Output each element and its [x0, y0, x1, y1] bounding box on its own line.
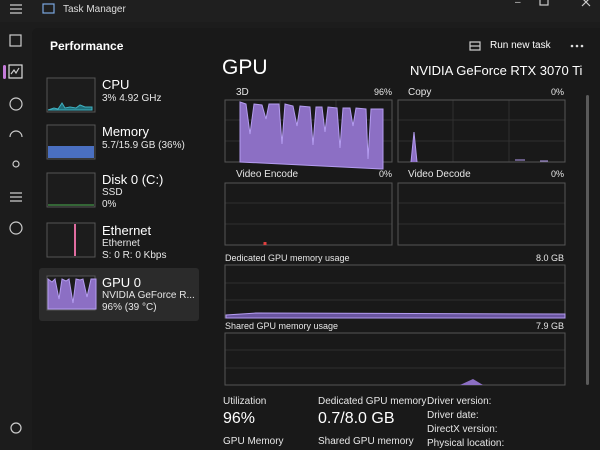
graph-grid — [225, 202, 565, 369]
graph-label: 3D — [236, 87, 249, 98]
graph-value: 0% — [550, 169, 564, 179]
memory-spark — [48, 146, 94, 158]
title-bar — [0, 0, 600, 22]
stat-label: GPU Memory — [223, 436, 284, 447]
main-title: GPU — [222, 56, 268, 79]
device-name: NVIDIA GeForce RTX 3070 Ti — [410, 63, 583, 78]
nav-users[interactable] — [12, 160, 20, 168]
graph-value: 96% — [373, 87, 392, 97]
graph-copy — [397, 99, 566, 163]
item-name[interactable]: CPU — [102, 77, 130, 92]
content — [32, 28, 600, 450]
stat-value: 0.7/8.0 GB — [318, 410, 395, 427]
item-name[interactable]: GPU 0 — [102, 275, 142, 290]
maximize[interactable] — [539, 0, 549, 6]
graph-value: 8.0 GB — [535, 253, 564, 263]
driver-label: Driver version: — [427, 396, 492, 407]
item-detail: 96% (39 °C) — [102, 302, 157, 313]
close[interactable] — [581, 0, 591, 7]
cpu-thumb — [46, 77, 96, 113]
scrollbar[interactable] — [586, 95, 589, 385]
stat-label: Dedicated GPU memory — [318, 396, 427, 407]
window-title: Task Manager — [63, 4, 126, 15]
ethernet-thumb — [46, 222, 96, 258]
run-new-task[interactable]: Run new task — [490, 40, 551, 51]
driver-label: Driver date: — [427, 410, 479, 421]
page-title: Performance — [50, 39, 124, 53]
app-icon — [42, 3, 55, 14]
item-name[interactable]: Memory — [102, 124, 149, 139]
graph-dedicated-fill — [225, 312, 566, 319]
stat-value: 96% — [223, 410, 256, 427]
item-detail: Ethernet — [102, 238, 140, 249]
nav-settings[interactable] — [10, 422, 22, 434]
item-detail: SSD — [102, 187, 123, 198]
stat-label: Utilization — [223, 396, 267, 407]
graph-label: Copy — [408, 87, 432, 98]
graph-label: Dedicated GPU memory usage — [225, 253, 350, 263]
driver-label: DirectX version: — [427, 424, 498, 435]
item-detail: 0% — [102, 199, 117, 210]
graph-copy-fill — [410, 131, 548, 163]
graph-encode — [224, 182, 393, 246]
nav-processes[interactable] — [9, 34, 22, 47]
gpu-spark — [47, 277, 97, 310]
item-name[interactable]: Ethernet — [102, 223, 152, 238]
minimize[interactable]: – — [515, 0, 521, 8]
graph-shared-fill — [460, 379, 483, 385]
graph-decode — [397, 182, 566, 246]
nav-services[interactable] — [9, 221, 23, 235]
nav-startup[interactable] — [9, 130, 23, 138]
menu-icon[interactable] — [10, 4, 22, 14]
more-menu[interactable] — [570, 44, 584, 48]
graph-label: Video Decode — [408, 169, 471, 180]
driver-label: Physical location: — [427, 438, 505, 449]
disk-thumb — [46, 172, 96, 208]
graph-dedicated — [224, 264, 566, 319]
nav-performance[interactable] — [8, 64, 23, 79]
cpu-spark — [47, 102, 93, 111]
nav-performance-glyph — [10, 67, 20, 75]
graph-label: Video Encode — [236, 169, 299, 180]
item-detail: S: 0 R: 0 Kbps — [102, 250, 167, 261]
graph-label: Shared GPU memory usage — [225, 321, 339, 331]
nav-indicator — [3, 65, 6, 79]
graph-3d-fill — [239, 101, 384, 170]
graph-shared — [224, 332, 566, 386]
item-name[interactable]: Disk 0 (C:) — [102, 172, 164, 187]
graph-value: 0% — [550, 87, 564, 97]
stat-label: Shared GPU memory — [318, 436, 414, 447]
nav-history[interactable] — [9, 97, 23, 111]
run-icon — [469, 41, 481, 51]
graph-value: 0% — [378, 169, 392, 179]
item-detail: NVIDIA GeForce R... — [102, 290, 195, 301]
graph-value: 7.9 GB — [535, 321, 564, 331]
item-detail: 5.7/15.9 GB (36%) — [102, 140, 185, 151]
nav-details[interactable] — [10, 192, 22, 202]
item-detail: 3% 4.92 GHz — [102, 93, 162, 104]
